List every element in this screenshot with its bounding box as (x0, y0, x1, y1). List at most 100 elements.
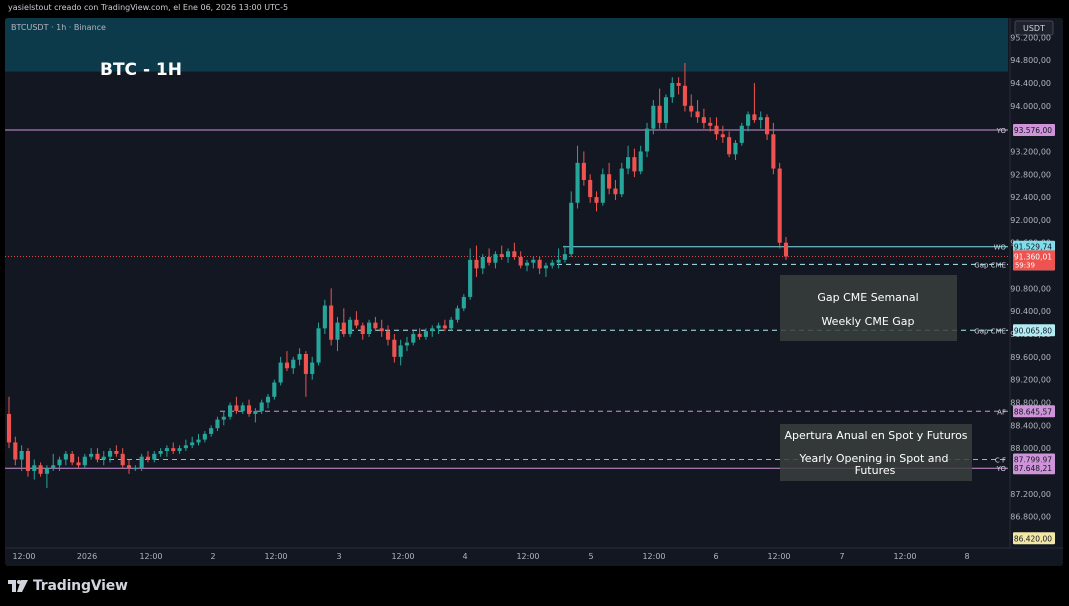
candle-105 (670, 77, 675, 103)
candle-76 (487, 248, 492, 266)
candle-111 (708, 117, 713, 132)
candle-35 (228, 402, 233, 420)
candle-25 (164, 445, 169, 457)
candle-24 (158, 448, 163, 457)
candle-36 (234, 396, 239, 414)
candle-92 (588, 174, 593, 203)
candle-88 (562, 245, 567, 263)
footer-bar: TradingView (0, 568, 1069, 606)
candle-86 (550, 259, 555, 269)
time-tick-9: 5 (588, 552, 593, 561)
price-tick-18: 86.800,00 (1010, 513, 1051, 522)
candle-84 (537, 256, 542, 275)
candle-80 (512, 242, 517, 260)
candle-2 (19, 445, 24, 471)
candle-12 (82, 453, 87, 469)
gap-cme-box (780, 275, 957, 341)
price-tick-1: 94.800,00 (1010, 56, 1051, 65)
candle-59 (379, 319, 384, 337)
level-badge-text-yo-top: 93.576,00 (1014, 126, 1052, 135)
candle-51 (329, 288, 334, 346)
candle-15 (101, 450, 106, 466)
chart-panel[interactable]: BTCUSDT · 1h · Binance BTC - 1H Gap CME … (5, 18, 1063, 566)
candle-22 (145, 450, 151, 463)
candle-53 (341, 308, 346, 337)
candle-115 (733, 140, 738, 160)
level-badge-annual-open (1013, 405, 1055, 418)
candle-43 (278, 356, 283, 386)
candle-10 (70, 450, 75, 466)
candle-71 (455, 305, 460, 323)
candle-122 (777, 162, 782, 249)
candle-40 (259, 399, 264, 414)
candle-90 (575, 145, 580, 209)
low-price-text: 86.420,00 (1014, 534, 1052, 543)
candle-121 (771, 122, 776, 175)
candle-49 (316, 322, 321, 366)
candle-64 (411, 331, 416, 346)
candles (6, 62, 789, 489)
candle-42 (272, 379, 277, 400)
level-badge-yo-top (1013, 123, 1055, 136)
candle-70 (449, 316, 454, 332)
candle-30 (196, 433, 201, 446)
candle-28 (183, 439, 188, 451)
candle-5 (38, 462, 43, 477)
candle-65 (417, 328, 422, 340)
price-tick-16: 88.000,00 (1010, 444, 1051, 453)
level-tag-gap-cme-upper: Gap CME (974, 261, 1006, 269)
price-tick-12: 89.600,00 (1010, 353, 1051, 362)
candle-107 (682, 62, 687, 112)
time-tick-1: 2026 (77, 552, 97, 561)
candle-77 (493, 251, 498, 269)
candle-7 (51, 453, 56, 471)
candle-61 (392, 334, 397, 363)
candle-60 (385, 325, 391, 346)
level-tag-yo-bottom: YO (996, 465, 1007, 473)
highlight-zone (5, 18, 1008, 72)
candle-0 (6, 396, 12, 449)
level-tag-weekly-open: WO (994, 244, 1007, 252)
level-tag-annual-open: AF (997, 408, 1006, 416)
tradingview-logo[interactable]: TradingView (8, 578, 128, 594)
time-tick-7: 4 (462, 552, 467, 561)
price-tick-2: 94.400,00 (1010, 79, 1051, 88)
candle-54 (348, 316, 353, 337)
candle-101 (644, 122, 650, 158)
candle-118 (752, 82, 757, 123)
currency-box[interactable] (1014, 20, 1054, 36)
chart-svg[interactable]: BTCUSDT · 1h · Binance BTC - 1H Gap CME … (5, 18, 1063, 566)
price-tick-10: 90.400,00 (1010, 307, 1051, 316)
candle-69 (442, 319, 447, 332)
level-tag-futures-close: C F (995, 457, 1006, 465)
level-tag-yo-top: YO (996, 127, 1007, 135)
price-tick-17: 87.200,00 (1010, 490, 1051, 499)
price-tick-5: 92.800,00 (1010, 170, 1051, 179)
candle-16 (108, 448, 113, 463)
last-price-badge (1013, 250, 1055, 271)
candle-57 (367, 319, 372, 337)
price-tick-13: 89.200,00 (1010, 376, 1051, 385)
candle-91 (581, 151, 586, 186)
candle-34 (221, 411, 226, 426)
time-tick-6: 12:00 (391, 552, 414, 561)
candle-55 (354, 311, 359, 329)
candle-21 (139, 453, 144, 471)
time-tick-10: 12:00 (642, 552, 665, 561)
candle-103 (657, 88, 662, 129)
candle-32 (209, 425, 214, 437)
candle-95 (607, 162, 612, 195)
candle-45 (291, 356, 296, 374)
candle-73 (468, 248, 473, 300)
candle-19 (126, 459, 132, 474)
time-tick-11: 6 (713, 552, 718, 561)
candle-117 (746, 111, 751, 132)
candle-102 (651, 100, 656, 135)
candle-89 (569, 191, 574, 257)
candle-4 (32, 459, 37, 480)
candle-23 (152, 450, 157, 463)
candle-52 (335, 316, 340, 352)
candle-62 (398, 339, 403, 366)
candle-93 (594, 191, 599, 212)
candle-1 (13, 436, 18, 466)
